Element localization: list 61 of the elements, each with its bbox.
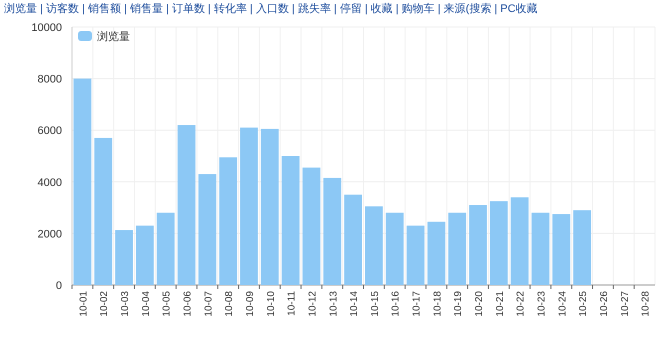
bar xyxy=(469,205,487,285)
bar xyxy=(573,210,592,285)
bar xyxy=(510,197,529,285)
x-tick-label: 10-24 xyxy=(557,290,568,317)
bar xyxy=(219,157,238,285)
x-tick-label: 10-25 xyxy=(578,290,590,317)
bar xyxy=(74,78,92,285)
bar xyxy=(282,156,300,285)
bar xyxy=(94,138,112,285)
bar xyxy=(302,168,320,285)
bar xyxy=(552,214,570,285)
x-tick-label: 10-07 xyxy=(203,290,214,317)
x-tick-label: 10-16 xyxy=(390,290,402,317)
y-tick-label: 0 xyxy=(56,280,62,292)
x-tick-label: 10-19 xyxy=(453,290,464,317)
bar xyxy=(240,128,258,285)
x-tick-label: 10-03 xyxy=(120,290,132,317)
bar xyxy=(490,201,508,285)
bar xyxy=(365,206,383,285)
bar xyxy=(427,222,446,285)
x-tick-label: 10-28 xyxy=(640,290,652,317)
y-tick-label: 8000 xyxy=(38,74,62,86)
bar xyxy=(386,212,404,285)
bar xyxy=(198,174,216,285)
bar xyxy=(136,226,154,285)
y-tick-label: 10000 xyxy=(31,22,62,34)
bar xyxy=(448,212,466,285)
legend-label: 浏览量 xyxy=(97,30,130,43)
x-tick-label: 10-20 xyxy=(474,290,486,317)
x-tick-label: 10-21 xyxy=(494,290,506,317)
x-tick-label: 10-17 xyxy=(412,290,423,317)
x-tick-label: 10-08 xyxy=(224,290,236,317)
x-tick-label: 10-04 xyxy=(140,290,152,317)
x-tick-label: 10-23 xyxy=(536,290,548,317)
x-tick-label: 10-27 xyxy=(620,290,631,317)
bar xyxy=(406,226,424,285)
bar xyxy=(344,194,362,285)
x-tick-label: 10-10 xyxy=(266,290,277,317)
x-tick-label: 10-06 xyxy=(182,290,194,317)
bar xyxy=(156,212,175,285)
x-tick-label: 10-22 xyxy=(516,290,527,317)
y-tick-label: 2000 xyxy=(38,228,62,240)
x-tick-label: 10-09 xyxy=(244,290,256,317)
x-tick-label: 10-12 xyxy=(307,290,318,317)
bar xyxy=(260,128,279,285)
x-tick-label: 10-01 xyxy=(78,290,90,317)
x-tick-label: 10-18 xyxy=(432,290,444,317)
x-tick-label: 10-13 xyxy=(328,290,340,317)
x-tick-label: 10-15 xyxy=(370,290,381,317)
x-tick-label: 10-14 xyxy=(349,290,360,317)
x-tick-label: 10-26 xyxy=(598,290,610,317)
bar xyxy=(115,230,133,285)
bar xyxy=(323,178,342,285)
y-tick-label: 4000 xyxy=(38,176,62,189)
x-tick-label: 10-11 xyxy=(286,290,298,316)
x-tick-label: 10-02 xyxy=(99,290,110,317)
text: 浏览量 | 访客数 | 销售额 | 销售量 | 订单数 | 转化率 | 入口数 | 跳失率 | 停留 | 收藏 | 购物车 | 来源(搜索 | PC收藏 xyxy=(4,2,538,15)
y-tick-label: 6000 xyxy=(38,125,62,138)
bar xyxy=(178,125,196,285)
x-tick-label: 10-05 xyxy=(162,290,173,317)
bar xyxy=(532,212,550,285)
